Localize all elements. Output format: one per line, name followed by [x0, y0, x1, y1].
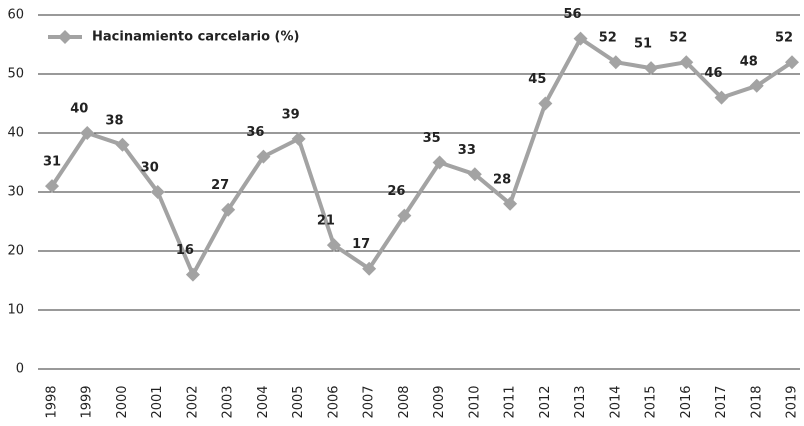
- data-label: 16: [176, 243, 194, 258]
- x-tick-label: 2006: [326, 385, 341, 418]
- x-tick-label: 2014: [608, 385, 623, 418]
- x-tick-label: 2013: [573, 385, 588, 418]
- data-label: 51: [634, 37, 652, 52]
- y-tick-label: 0: [16, 362, 24, 377]
- data-label: 39: [282, 107, 300, 122]
- data-point: [538, 96, 553, 111]
- data-label: 46: [704, 66, 722, 81]
- data-point: [785, 55, 799, 70]
- x-tick-label: 2019: [785, 385, 800, 418]
- x-tick-label: 1998: [45, 385, 60, 418]
- data-point: [749, 78, 764, 93]
- x-tick-label: 2005: [291, 385, 306, 418]
- y-tick-label: 50: [7, 67, 24, 82]
- data-label: 36: [246, 125, 264, 140]
- data-label: 27: [211, 178, 229, 193]
- data-point: [397, 208, 412, 223]
- data-point: [326, 238, 341, 253]
- y-tick-label: 10: [7, 303, 24, 318]
- data-point: [362, 261, 377, 276]
- data-point: [256, 149, 271, 164]
- data-point: [608, 55, 623, 70]
- x-tick-label: 1999: [80, 385, 95, 418]
- x-tick-label: 2012: [538, 385, 553, 418]
- data-point: [45, 179, 59, 194]
- data-label: 17: [352, 237, 370, 252]
- data-point: [221, 202, 236, 217]
- data-label: 31: [43, 155, 61, 170]
- x-tick-label: 2000: [115, 385, 130, 418]
- data-label: 52: [775, 31, 793, 46]
- data-point: [573, 31, 588, 46]
- data-point: [714, 90, 729, 105]
- data-point: [291, 131, 306, 146]
- x-tick-label: 2003: [221, 385, 236, 418]
- x-tick-label: 2010: [467, 385, 482, 418]
- data-point: [679, 55, 694, 70]
- data-label: 26: [387, 184, 405, 199]
- data-label: 56: [564, 7, 582, 22]
- legend-label: Hacinamiento carcelario (%): [92, 30, 299, 45]
- y-tick-label: 40: [7, 126, 24, 141]
- y-tick-label: 30: [7, 185, 24, 200]
- x-tick-label: 2007: [362, 385, 377, 418]
- data-point: [503, 196, 518, 211]
- data-label: 28: [493, 172, 511, 187]
- x-tick-label: 2015: [644, 385, 659, 418]
- data-point: [467, 167, 482, 182]
- y-tick-label: 60: [7, 8, 24, 23]
- legend-marker: [58, 30, 72, 44]
- data-label: 45: [528, 72, 546, 87]
- y-tick-label: 20: [7, 244, 24, 259]
- data-point: [185, 267, 200, 282]
- data-label: 40: [70, 102, 88, 117]
- data-label: 35: [423, 131, 441, 146]
- x-tick-label: 2002: [185, 385, 200, 418]
- x-tick-label: 2008: [397, 385, 412, 418]
- x-tick-label: 2018: [749, 385, 764, 418]
- data-label: 38: [105, 113, 123, 128]
- data-point: [115, 137, 130, 152]
- data-label: 30: [141, 161, 159, 176]
- x-tick-label: 2017: [714, 385, 729, 418]
- x-tick-label: 2011: [503, 385, 518, 418]
- data-point: [644, 61, 659, 76]
- data-label: 21: [317, 214, 335, 229]
- data-point: [80, 126, 95, 140]
- data-point: [150, 185, 165, 199]
- data-label: 33: [458, 143, 476, 158]
- data-label: 48: [740, 54, 758, 69]
- x-tick-label: 2009: [432, 385, 447, 418]
- data-label: 52: [599, 31, 617, 46]
- x-tick-label: 2004: [256, 385, 271, 418]
- x-tick-label: 2016: [679, 385, 694, 418]
- data-label: 52: [669, 31, 687, 46]
- x-tick-label: 2001: [150, 385, 165, 418]
- data-point: [432, 155, 447, 170]
- data-line: [50, 36, 794, 277]
